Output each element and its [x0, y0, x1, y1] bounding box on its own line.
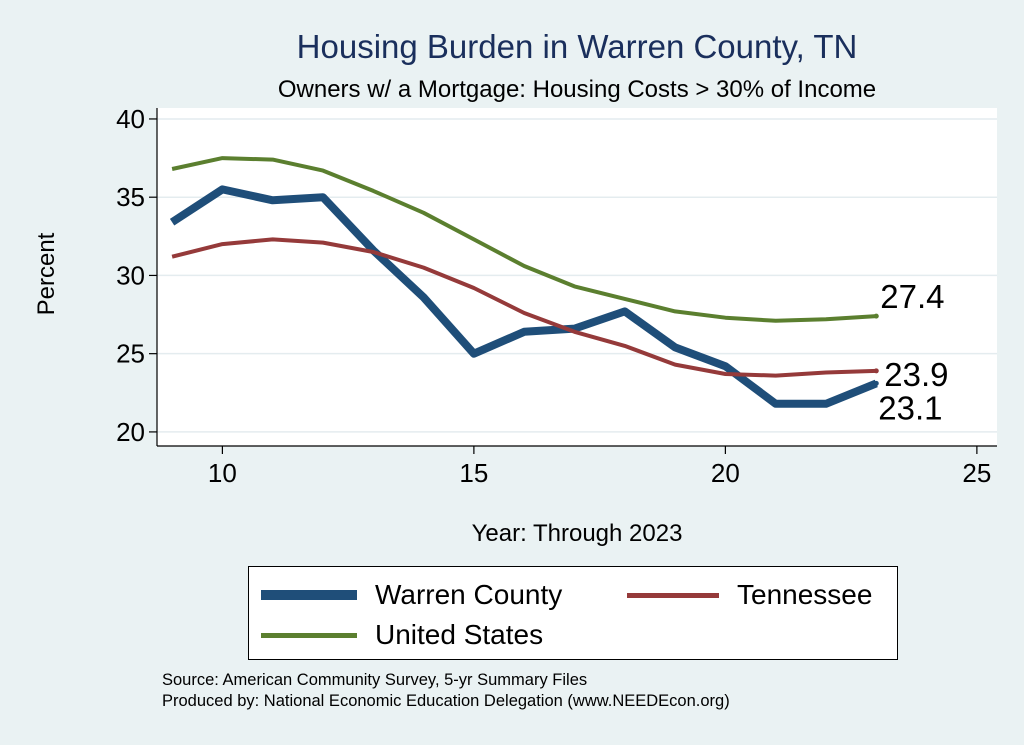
- y-tick-label: 30: [116, 260, 145, 290]
- legend-label-tennessee: Tennessee: [737, 579, 873, 610]
- legend-item-tennessee: Tennessee: [627, 579, 872, 611]
- chart-title: Housing Burden in Warren County, TN: [296, 28, 858, 65]
- y-tick-label: 25: [116, 339, 145, 369]
- legend-item-warren-county: Warren County: [261, 579, 562, 611]
- x-axis-label: Year: Through 2023: [471, 520, 683, 547]
- y-tick-label: 35: [116, 182, 145, 212]
- legend-swatch-warren-county: [261, 590, 357, 600]
- end-label-warren-county: 23.1: [878, 389, 942, 426]
- plot-area: [157, 108, 997, 446]
- y-tick-label: 40: [116, 104, 145, 134]
- legend-label-united-states: United States: [375, 619, 544, 650]
- legend-item-united-states: United States: [261, 619, 543, 651]
- end-point-united-states: [873, 313, 879, 319]
- series-line-united-states: [171, 156, 877, 323]
- end-point-warren-county: [873, 380, 879, 386]
- chart-subtitle: Owners w/ a Mortgage: Housing Costs > 30…: [277, 76, 877, 103]
- produced-by-note: Produced by: National Economic Education…: [162, 692, 730, 710]
- end-point-tennessee: [873, 368, 879, 374]
- end-label-tennessee: 23.9: [884, 356, 948, 393]
- x-tick-label: 25: [962, 458, 991, 488]
- legend-swatch-united-states: [261, 632, 357, 638]
- x-tick-label: 10: [208, 458, 237, 488]
- legend-label-warren-county: Warren County: [375, 579, 563, 610]
- series-line-tennessee: [171, 237, 877, 378]
- y-tick-label: 20: [116, 417, 145, 447]
- y-axis-label: Percent: [33, 232, 60, 316]
- legend: Warren County Tennessee United States: [248, 566, 898, 660]
- series-line-warren-county: [169, 185, 878, 408]
- legend-swatch-tennessee: [627, 592, 719, 598]
- source-note: Source: American Community Survey, 5-yr …: [162, 671, 588, 689]
- x-tick-label: 15: [459, 458, 488, 488]
- end-label-united-states: 27.4: [880, 278, 944, 315]
- x-tick-label: 20: [711, 458, 740, 488]
